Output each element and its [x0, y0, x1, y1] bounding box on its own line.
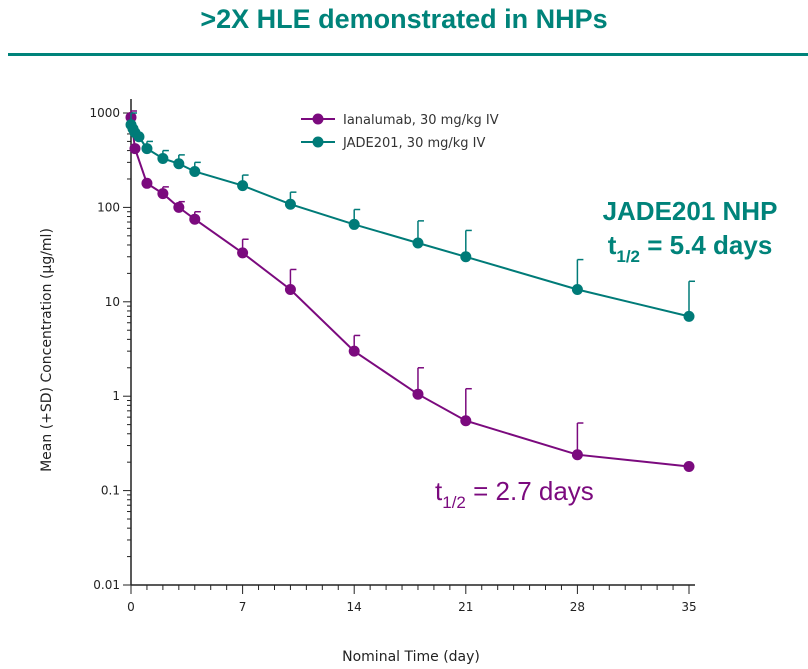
data-point [237, 180, 249, 192]
y-tick-label: 1000 [89, 106, 120, 120]
x-tick-label: 35 [681, 600, 696, 614]
series-jade201 [125, 112, 695, 322]
data-point [571, 449, 583, 461]
data-point [189, 166, 201, 178]
jade201-halflife-annotation: t1/2 = 5.4 days [608, 230, 773, 266]
data-point [157, 152, 169, 164]
jade201-halflife-t: t [608, 230, 617, 260]
ianalumab-halflife-value: = 2.7 days [466, 476, 594, 506]
slide-title: >2X HLE demonstrated in NHPs [200, 4, 608, 34]
ianalumab-halflife-t: t [435, 476, 443, 506]
y-tick-label: 0.01 [93, 578, 120, 592]
legend-label: JADE201, 30 mg/kg IV [342, 136, 486, 151]
x-tick-label: 14 [347, 600, 362, 614]
data-point [237, 247, 249, 259]
data-point [348, 218, 360, 230]
y-tick-label: 1 [112, 389, 120, 403]
data-point [141, 143, 153, 155]
data-point [157, 188, 169, 200]
data-point [683, 461, 695, 473]
x-tick-label: 28 [570, 600, 585, 614]
data-point [348, 345, 360, 357]
y-tick-label: 100 [97, 200, 120, 214]
data-point [284, 198, 296, 210]
data-point [189, 213, 201, 225]
x-axis-title: Nominal Time (day) [342, 649, 480, 665]
data-point [141, 177, 153, 189]
y-tick-label: 10 [105, 295, 120, 309]
data-point [571, 283, 583, 295]
ianalumab-halflife-annotation: t1/2 = 2.7 days [435, 476, 594, 512]
data-point [173, 158, 185, 170]
jade201-halflife-subscript: 1/2 [616, 247, 640, 266]
legend-label: Ianalumab, 30 mg/kg IV [343, 113, 499, 128]
data-point [173, 201, 185, 213]
data-point [412, 237, 424, 249]
chart-legend: Ianalumab, 30 mg/kg IV JADE201, 30 mg/kg … [301, 113, 499, 151]
legend-marker [312, 113, 324, 125]
data-point [412, 388, 424, 400]
series-line [130, 117, 690, 468]
data-point [133, 131, 145, 143]
data-point [284, 283, 296, 295]
y-axis-title: Mean (+SD) Concentration (µg/ml) [39, 228, 55, 472]
data-point [460, 251, 472, 263]
x-tick-label: 0 [127, 600, 135, 614]
series-layer [125, 110, 695, 473]
chart-axes: 0 7 14 21 28 35 0.01 0.1 1 10 100 1000 [89, 99, 697, 614]
title-divider [8, 53, 808, 56]
jade201-annotation-line1: JADE201 NHP [603, 196, 778, 226]
x-tick-label: 21 [458, 600, 473, 614]
series-ianalumab [125, 110, 695, 473]
legend-marker [312, 136, 324, 148]
data-point [683, 310, 695, 322]
x-tick-label: 7 [239, 600, 247, 614]
ianalumab-halflife-subscript: 1/2 [442, 493, 466, 512]
data-point [460, 415, 472, 427]
jade201-halflife-value: = 5.4 days [640, 230, 772, 260]
data-point [129, 143, 141, 155]
y-tick-label: 0.1 [101, 484, 120, 498]
